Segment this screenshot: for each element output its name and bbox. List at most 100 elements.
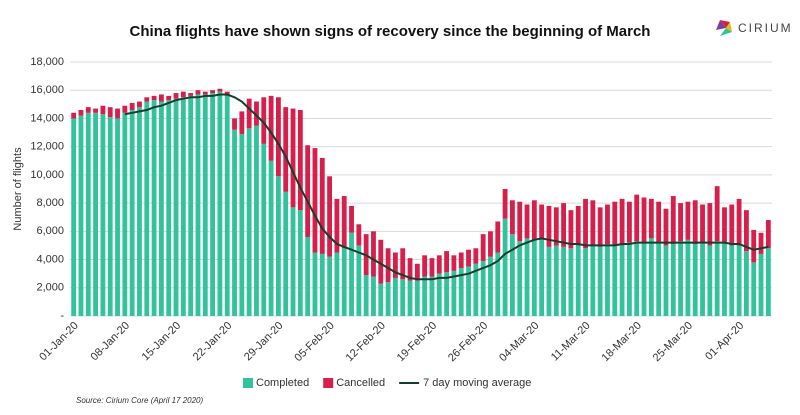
bar-segment xyxy=(685,201,691,240)
bar-segment xyxy=(495,252,501,316)
bar-segment xyxy=(151,100,157,316)
bar-segment xyxy=(656,201,662,243)
bar-segment xyxy=(217,88,223,92)
bar-segment xyxy=(597,246,603,316)
bar-segment xyxy=(239,133,245,316)
bar-segment xyxy=(619,198,625,246)
bar-segment xyxy=(663,208,669,246)
bar-segment xyxy=(202,94,208,316)
x-tick-label: 29-Jan-20 xyxy=(242,320,286,364)
bar-segment xyxy=(692,244,698,316)
bar-segment xyxy=(692,200,698,245)
bar-segment xyxy=(254,125,259,316)
bar-segment xyxy=(758,232,764,254)
bar-segment xyxy=(122,105,128,113)
bar-segment xyxy=(722,207,727,243)
bar-segment xyxy=(524,238,530,316)
bar-segment xyxy=(517,201,523,242)
x-tick-label: 15-Jan-20 xyxy=(140,320,184,364)
bar-segment xyxy=(531,239,537,316)
bar-segment xyxy=(414,263,420,281)
bar-segment xyxy=(451,270,457,316)
bar-segment xyxy=(371,231,376,277)
bar-segment xyxy=(714,241,720,316)
bar-segment xyxy=(590,200,596,246)
bar-segment xyxy=(568,248,574,316)
bar-segment xyxy=(626,201,632,243)
bar-segment xyxy=(261,97,267,144)
x-tick-label: 22-Jan-20 xyxy=(191,320,235,364)
bar-segment xyxy=(539,239,545,316)
bar-segment xyxy=(458,252,464,269)
bar-segment xyxy=(151,95,157,101)
bar-segment xyxy=(648,198,654,239)
bar-segment xyxy=(312,252,318,316)
bar-segment xyxy=(341,196,347,249)
bar-segment xyxy=(305,145,311,237)
bar-segment xyxy=(568,210,574,249)
logo-icon xyxy=(716,20,732,36)
bar-segment xyxy=(539,204,545,240)
bar-segment xyxy=(327,176,333,257)
bar-segment xyxy=(334,252,340,316)
bar-segment xyxy=(634,241,640,316)
bar-segment xyxy=(261,143,267,316)
bar-segment xyxy=(502,218,508,316)
bar-segment xyxy=(180,91,186,98)
bar-segment xyxy=(436,273,442,316)
bar-segment xyxy=(444,251,450,273)
bar-segment xyxy=(85,112,91,316)
bar-segment xyxy=(385,248,391,283)
bar-segment xyxy=(407,280,413,316)
bar-segment xyxy=(678,241,684,316)
bar-segment xyxy=(612,245,618,316)
bar-segment xyxy=(765,248,771,316)
bar-segment xyxy=(349,232,354,316)
bar-segment xyxy=(334,198,340,253)
x-tick-label: 11-Mar-20 xyxy=(549,320,593,364)
bar-segment xyxy=(736,198,742,246)
bar-segment xyxy=(626,242,632,316)
bar-segment xyxy=(312,148,318,253)
bar-segment xyxy=(400,248,406,280)
bar-segment xyxy=(283,107,289,192)
bar-segment xyxy=(371,276,376,316)
bar-segment xyxy=(400,279,406,316)
bar-segment xyxy=(115,118,120,316)
bar-segment xyxy=(349,205,354,233)
bar-segment xyxy=(71,112,77,119)
y-tick-label: 12,000 xyxy=(30,141,64,153)
bar-segment xyxy=(210,93,216,317)
y-tick-label: 14,000 xyxy=(30,112,64,124)
bar-segment xyxy=(246,128,252,316)
y-tick-label: 8,000 xyxy=(36,197,64,209)
x-tick-label: 12-Feb-20 xyxy=(344,320,388,364)
bar-segment xyxy=(290,207,296,316)
x-tick-label: 01-Apr-20 xyxy=(703,320,746,363)
bar-segment xyxy=(743,251,749,316)
bar-segment xyxy=(466,266,471,316)
y-tick-label: 6,000 xyxy=(36,225,64,237)
bar-segment xyxy=(670,196,676,245)
bar-segment xyxy=(78,109,84,116)
bar-segment xyxy=(605,244,610,316)
bar-segment xyxy=(129,109,135,316)
bar-segment xyxy=(648,238,654,316)
bar-segment xyxy=(144,97,150,102)
bar-segment xyxy=(239,111,245,134)
y-tick-label: 2,000 xyxy=(36,282,64,294)
bar-segment xyxy=(575,245,581,316)
x-tick-label: 01-Jan-20 xyxy=(37,320,81,364)
bar-segment xyxy=(473,248,479,264)
bar-segment xyxy=(385,282,391,316)
bar-segment xyxy=(707,245,713,316)
bar-segment xyxy=(290,108,296,208)
bar-segment xyxy=(224,95,230,316)
bar-segment xyxy=(356,224,362,246)
bar-segment xyxy=(137,107,142,317)
bar-segment xyxy=(246,98,252,129)
bar-segment xyxy=(319,157,325,254)
bar-segment xyxy=(583,248,588,316)
bar-segment xyxy=(195,94,201,316)
